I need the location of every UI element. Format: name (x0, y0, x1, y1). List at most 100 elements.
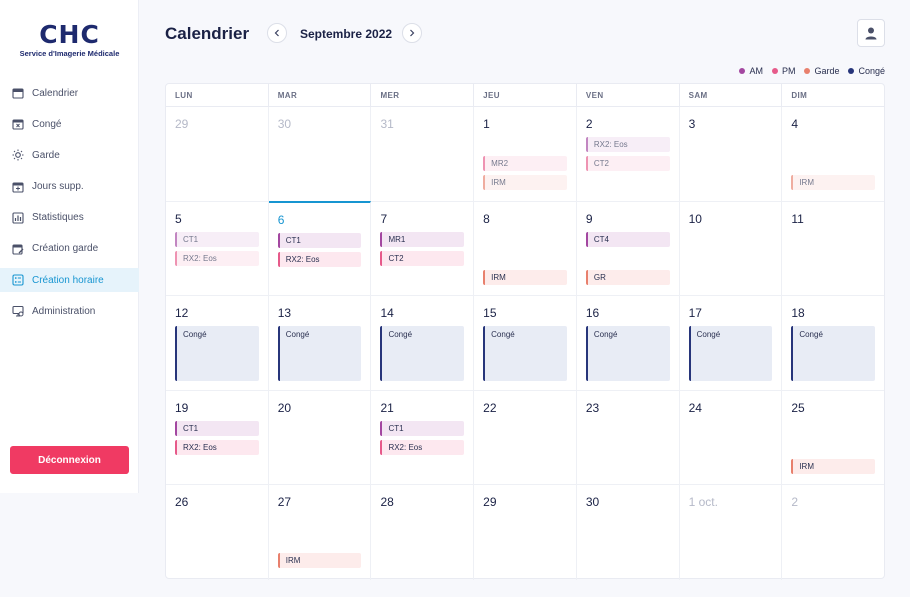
calendar-day[interactable]: 22 (474, 390, 577, 485)
calendar-week: 5 CT1 RX2: Eos 6 CT1 RX2: Eos 7 MR1 CT2 8 IRM 9 CT4 G… (166, 200, 884, 297)
day-number: 28 (380, 495, 394, 510)
logo[interactable]: CHC Service d'Imagerie Médicale (0, 22, 139, 59)
event-garde[interactable]: IRM (483, 269, 567, 285)
event-garde[interactable]: IRM (277, 553, 362, 569)
day-events: Congé (175, 326, 259, 385)
day-number: 14 (380, 306, 394, 321)
day-number: 12 (175, 306, 189, 321)
day-number: 21 (380, 400, 394, 415)
event-pm[interactable]: CT2 (585, 156, 670, 171)
event-am[interactable]: CT1 (277, 232, 362, 248)
sidebar-item-jours-supp[interactable]: Jours supp. (0, 175, 139, 199)
calendar-day[interactable]: 9 CT4 GR (577, 201, 680, 296)
calendar-day[interactable]: 13 Congé (269, 296, 372, 390)
event-pm[interactable]: CT2 (380, 250, 465, 266)
event-pm[interactable]: RX2: Eos (277, 251, 362, 267)
event-conge[interactable]: Congé (380, 326, 465, 382)
event-pm[interactable]: RX2: Eos (175, 250, 259, 266)
event-conge[interactable]: Congé (688, 326, 773, 382)
calendar-day[interactable]: 18 Congé (782, 296, 884, 390)
calendar-day[interactable]: 1 MR2 IRM (474, 107, 577, 201)
event-am[interactable]: CT1 (175, 420, 259, 436)
event-conge[interactable]: Congé (277, 326, 362, 382)
calendar-x-icon (12, 118, 24, 130)
calendar-day[interactable]: 6 CT1 RX2: Eos (268, 200, 372, 296)
calendar-day[interactable]: 23 (577, 390, 680, 485)
event-conge[interactable]: Congé (483, 326, 567, 382)
sidebar-item-label: Création garde (32, 243, 99, 255)
event-garde[interactable]: IRM (483, 175, 567, 190)
calendar-day[interactable]: 12 Congé (166, 296, 269, 390)
calendar-day[interactable]: 30 (577, 485, 680, 580)
sidebar-item-calendrier[interactable]: Calendrier (0, 81, 139, 105)
day-number: 5 (175, 211, 182, 226)
calendar-day[interactable]: 30 (269, 107, 372, 201)
event-garde[interactable]: IRM (791, 175, 876, 190)
calendar-day[interactable]: 1 oct. (680, 485, 783, 580)
calendar-day[interactable]: 3 (680, 107, 783, 201)
weekday-header: LUN MAR MER JEU VEN SAM DIM (166, 84, 884, 107)
calendar-day[interactable]: 26 (166, 485, 269, 580)
calendar-week: 12 Congé 13 Congé 14 Congé 15 Congé 16 Congé 17 Con… (166, 296, 884, 391)
sidebar-item-creation-garde[interactable]: Création garde (0, 237, 139, 261)
calendar-day[interactable]: 19 CT1 RX2: Eos (166, 390, 269, 485)
calendar-day[interactable]: 14 Congé (371, 296, 475, 390)
day-number: 6 (277, 212, 285, 227)
day-events: CT1 RX2: Eos (175, 420, 259, 459)
event-am[interactable]: RX2: Eos (585, 137, 670, 152)
sidebar-item-garde[interactable]: Garde (0, 143, 139, 167)
event-pm[interactable]: MR2 (483, 156, 567, 171)
event-conge[interactable]: Congé (585, 326, 670, 382)
calendar-day[interactable]: 24 (680, 390, 783, 485)
calendar-day[interactable]: 29 (166, 107, 269, 201)
day-number: 16 (585, 306, 600, 321)
event-garde[interactable]: IRM (791, 458, 876, 474)
calendar-day[interactable]: 11 (782, 202, 884, 296)
event-am[interactable]: CT4 (585, 231, 670, 247)
event-pm[interactable]: RX2: Eos (380, 439, 465, 455)
calendar-day[interactable]: 31 (371, 107, 475, 201)
calendar-day[interactable]: 8 IRM (474, 201, 577, 296)
calendar-day[interactable]: 28 (371, 485, 475, 580)
logout-button[interactable]: Déconnexion (10, 446, 129, 474)
next-month-button[interactable] (402, 23, 422, 43)
event-conge[interactable]: Congé (791, 326, 876, 382)
calendar-day[interactable]: 4 IRM (782, 107, 884, 201)
event-garde[interactable]: GR (585, 269, 670, 285)
calendar-day[interactable]: 5 CT1 RX2: Eos (166, 201, 269, 296)
event-conge[interactable]: Congé (175, 326, 259, 382)
calendar-day[interactable]: 2 RX2: Eos CT2 (577, 107, 680, 201)
day-number: 25 (791, 400, 805, 415)
calendar-day[interactable]: 17 Congé (680, 296, 783, 390)
prev-month-button[interactable] (267, 23, 287, 43)
sidebar-item-administration[interactable]: Administration (0, 299, 139, 323)
day-number: 2 (585, 117, 593, 131)
day-number: 31 (380, 117, 394, 131)
calendar-day[interactable]: 16 Congé (577, 296, 680, 390)
calendar-day[interactable]: 29 (474, 485, 577, 580)
sidebar-item-statistiques[interactable]: Statistiques (0, 206, 139, 230)
calendar-grid: LUN MAR MER JEU VEN SAM DIM 29 30 31 1 MR2 IRM 2 RX2:… (165, 83, 885, 580)
calendar-day[interactable]: 2 (782, 485, 884, 580)
day-number: 10 (688, 211, 702, 226)
calendar-day[interactable]: 7 MR1 CT2 (371, 201, 475, 296)
user-menu-button[interactable] (857, 19, 885, 47)
event-pm[interactable]: RX2: Eos (175, 439, 259, 455)
calendar-day[interactable]: 15 Congé (474, 296, 577, 390)
weekday-label: VEN (577, 84, 680, 106)
sidebar-item-conge[interactable]: Congé (0, 112, 139, 136)
calendar-day[interactable]: 27 IRM (269, 485, 372, 580)
calendar-day[interactable]: 20 (269, 390, 372, 485)
day-number: 3 (688, 117, 696, 131)
day-number: 29 (483, 495, 497, 510)
event-am[interactable]: CT1 (175, 231, 259, 247)
calendar-day[interactable]: 25 IRM (782, 391, 884, 485)
calendar-day[interactable]: 10 (680, 201, 783, 296)
sidebar-item-creation-horaire[interactable]: Création horaire (0, 268, 139, 293)
event-am[interactable]: CT1 (380, 420, 465, 436)
calendar-day[interactable]: 21 CT1 RX2: Eos (371, 390, 475, 485)
legend-item: Congé (848, 66, 885, 76)
day-events: Congé (277, 326, 362, 385)
day-number: 24 (688, 400, 702, 415)
event-am[interactable]: MR1 (380, 231, 465, 247)
